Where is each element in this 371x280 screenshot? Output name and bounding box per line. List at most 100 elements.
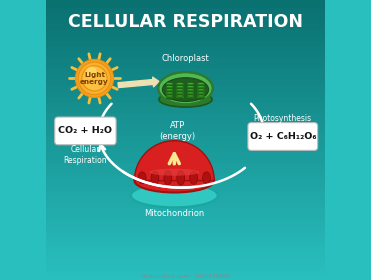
Ellipse shape [158, 72, 213, 104]
Bar [46, 67, 325, 73]
Bar [46, 0, 325, 6]
Bar [46, 151, 325, 157]
Bar [187, 87, 194, 89]
Text: Light
energy: Light energy [80, 72, 109, 85]
Ellipse shape [197, 85, 204, 87]
Bar [46, 106, 325, 112]
Bar [46, 95, 325, 101]
Bar [46, 224, 325, 230]
Bar [197, 96, 204, 99]
Bar [46, 118, 325, 123]
Text: Mitochondrion: Mitochondrion [144, 209, 204, 218]
Bar [46, 190, 325, 196]
Ellipse shape [176, 92, 184, 93]
Bar [46, 263, 325, 269]
Ellipse shape [162, 78, 209, 102]
Ellipse shape [151, 171, 159, 185]
Bar [46, 39, 325, 45]
Bar [46, 11, 325, 17]
Bar [46, 274, 325, 280]
Circle shape [75, 59, 114, 97]
Bar [46, 157, 325, 162]
Ellipse shape [159, 92, 212, 107]
Bar [166, 90, 173, 92]
Ellipse shape [176, 95, 184, 97]
Ellipse shape [166, 85, 173, 87]
Ellipse shape [176, 95, 184, 96]
Bar [176, 93, 184, 95]
Bar [46, 207, 325, 213]
Text: Cellular
Respiration: Cellular Respiration [63, 145, 107, 165]
Bar [197, 90, 204, 92]
Bar [46, 134, 325, 140]
Bar [176, 87, 184, 89]
Ellipse shape [134, 169, 214, 193]
Bar [46, 50, 325, 56]
Bar [46, 168, 325, 174]
Bar [197, 87, 204, 89]
Bar [46, 174, 325, 179]
Ellipse shape [166, 95, 173, 96]
Bar [46, 202, 325, 207]
Ellipse shape [177, 171, 185, 185]
Ellipse shape [187, 88, 194, 90]
Bar [46, 17, 325, 22]
Bar [46, 22, 325, 28]
Bar [46, 45, 325, 50]
Bar [46, 185, 325, 190]
Ellipse shape [166, 98, 173, 99]
FancyBboxPatch shape [55, 117, 116, 145]
Ellipse shape [176, 88, 184, 90]
Bar [166, 87, 173, 89]
Circle shape [86, 67, 97, 78]
Ellipse shape [197, 83, 204, 85]
Bar [46, 123, 325, 129]
Ellipse shape [197, 92, 204, 93]
Ellipse shape [176, 92, 184, 94]
Bar [46, 252, 325, 258]
Bar [187, 93, 194, 95]
Text: shutterstock.com · 2426249965: shutterstock.com · 2426249965 [141, 274, 230, 279]
Bar [46, 101, 325, 106]
Bar [197, 84, 204, 86]
Ellipse shape [166, 92, 173, 94]
Bar [187, 96, 194, 99]
Bar [46, 28, 325, 34]
Bar [46, 84, 325, 90]
FancyBboxPatch shape [248, 123, 318, 150]
Ellipse shape [187, 92, 194, 94]
Bar [46, 146, 325, 151]
Ellipse shape [131, 184, 218, 207]
Bar [46, 179, 325, 185]
Ellipse shape [176, 83, 184, 85]
Ellipse shape [176, 89, 184, 91]
Bar [176, 96, 184, 99]
Circle shape [78, 62, 111, 95]
Circle shape [82, 66, 107, 91]
Bar [197, 93, 204, 95]
Ellipse shape [197, 86, 204, 88]
Ellipse shape [197, 89, 204, 91]
Ellipse shape [166, 83, 173, 85]
Ellipse shape [164, 171, 172, 185]
Ellipse shape [203, 172, 210, 184]
Ellipse shape [187, 92, 194, 93]
Bar [46, 235, 325, 241]
Ellipse shape [166, 86, 173, 88]
Bar [46, 162, 325, 168]
Ellipse shape [197, 95, 204, 96]
Bar [176, 84, 184, 86]
Bar [46, 112, 325, 118]
Bar [187, 84, 194, 86]
Bar [187, 90, 194, 92]
Ellipse shape [149, 169, 200, 176]
Ellipse shape [187, 95, 194, 96]
Ellipse shape [187, 98, 194, 99]
Bar [46, 56, 325, 62]
Text: CELLULAR RESPIRATION: CELLULAR RESPIRATION [68, 13, 303, 31]
Bar [46, 196, 325, 202]
Text: CO₂ + H₂O: CO₂ + H₂O [58, 126, 112, 136]
Bar [46, 34, 325, 39]
Ellipse shape [138, 172, 146, 184]
Ellipse shape [187, 95, 194, 97]
